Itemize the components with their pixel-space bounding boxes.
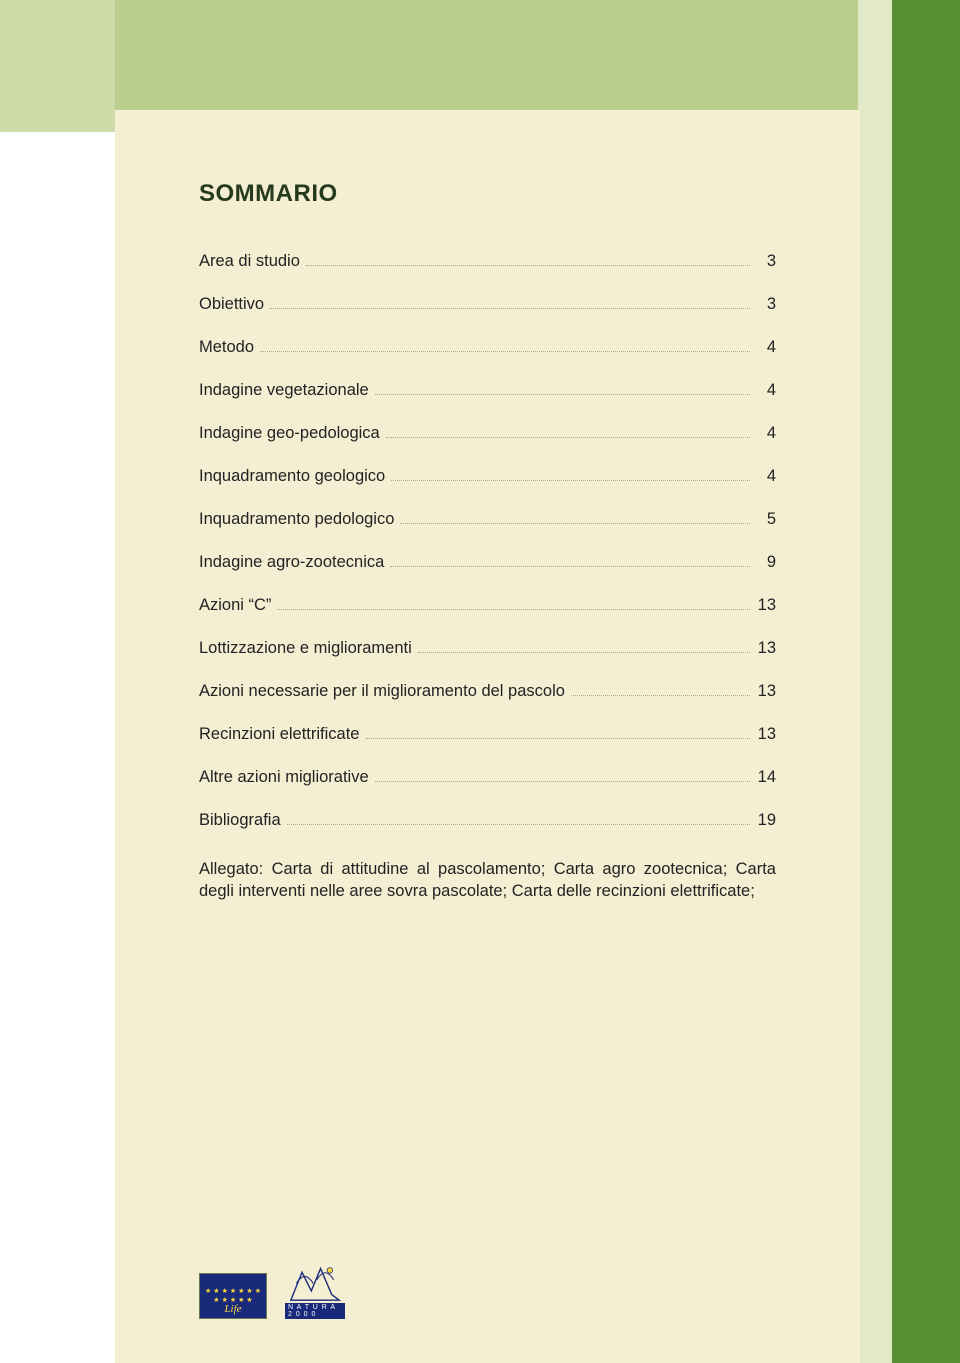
toc-label: Indagine vegetazionale — [199, 381, 369, 400]
toc-page: 4 — [754, 467, 776, 486]
footer-logos: ★ ★ ★ ★ ★ ★ ★ ★ ★ ★ ★ ★ Life N A T U R A… — [199, 1263, 345, 1319]
header-tab — [0, 0, 115, 132]
toc-leader — [260, 351, 750, 352]
toc-row: Recinzioni elettrificate 13 — [199, 725, 776, 744]
toc-row: Bibliografia 19 — [199, 811, 776, 830]
toc-leader — [270, 308, 750, 309]
toc-row: Metodo 4 — [199, 338, 776, 357]
toc-label: Recinzioni elettrificate — [199, 725, 360, 744]
toc-row: Altre azioni migliorative 14 — [199, 768, 776, 787]
toc-label: Inquadramento pedologico — [199, 510, 394, 529]
toc-leader — [418, 652, 750, 653]
toc-page: 4 — [754, 424, 776, 443]
toc-page: 13 — [754, 725, 776, 744]
toc-row: Indagine geo-pedologica 4 — [199, 424, 776, 443]
toc-leader — [375, 781, 750, 782]
toc-page: 9 — [754, 553, 776, 572]
life-logo-text: Life — [200, 1303, 266, 1315]
toc-row: Area di studio 3 — [199, 252, 776, 271]
toc-label: Area di studio — [199, 252, 300, 271]
toc-page: 19 — [754, 811, 776, 830]
toc-label: Altre azioni migliorative — [199, 768, 369, 787]
toc-row: Azioni “C” 13 — [199, 596, 776, 615]
life-logo: ★ ★ ★ ★ ★ ★ ★ ★ ★ ★ ★ ★ Life — [199, 1273, 267, 1319]
allegato-text: Allegato: Carta di attitudine al pascola… — [199, 858, 776, 903]
toc-leader — [306, 265, 750, 266]
natura2000-logo: N A T U R A 2 0 0 0 — [285, 1263, 345, 1319]
natura2000-icon — [287, 1263, 343, 1302]
toc-page: 13 — [754, 682, 776, 701]
toc-leader — [277, 609, 750, 610]
toc-leader — [366, 738, 751, 739]
toc-row: Indagine agro-zootecnica 9 — [199, 553, 776, 572]
toc-label: Obiettivo — [199, 295, 264, 314]
toc-page: 3 — [754, 295, 776, 314]
star-icon: ★ — [238, 1288, 244, 1295]
toc-leader — [375, 394, 750, 395]
star-icon: ★ — [222, 1288, 228, 1295]
toc-label: Bibliografia — [199, 811, 281, 830]
toc-page: 14 — [754, 768, 776, 787]
toc-leader — [390, 566, 750, 567]
toc-page: 4 — [754, 381, 776, 400]
page-content: SOMMARIO Area di studio 3 Obiettivo 3 Me… — [115, 110, 860, 1363]
star-icon: ★ — [246, 1288, 252, 1295]
toc-row: Azioni necessarie per il miglioramento d… — [199, 682, 776, 701]
toc-page: 5 — [754, 510, 776, 529]
toc-row: Lottizzazione e miglioramenti 13 — [199, 639, 776, 658]
toc-label: Azioni necessarie per il miglioramento d… — [199, 682, 565, 701]
toc-label: Metodo — [199, 338, 254, 357]
toc-leader — [400, 523, 750, 524]
natura2000-text: N A T U R A 2 0 0 0 — [285, 1303, 345, 1319]
toc-page: 4 — [754, 338, 776, 357]
toc-page: 3 — [754, 252, 776, 271]
right-stripe-dark — [892, 0, 960, 1363]
toc-leader — [287, 824, 750, 825]
toc-page: 13 — [754, 596, 776, 615]
star-icon: ★ — [213, 1288, 219, 1295]
toc-row: Obiettivo 3 — [199, 295, 776, 314]
right-stripe-light — [858, 0, 892, 1363]
toc-label: Azioni “C” — [199, 596, 271, 615]
star-icon: ★ — [255, 1288, 261, 1295]
toc-leader — [391, 480, 750, 481]
toc-row: Indagine vegetazionale 4 — [199, 381, 776, 400]
toc-page: 13 — [754, 639, 776, 658]
toc-label: Lottizzazione e miglioramenti — [199, 639, 412, 658]
toc-list: Area di studio 3 Obiettivo 3 Metodo 4 In… — [199, 252, 776, 830]
header-bar — [0, 0, 960, 110]
toc-label: Inquadramento geologico — [199, 467, 385, 486]
toc-label: Indagine agro-zootecnica — [199, 553, 384, 572]
toc-label: Indagine geo-pedologica — [199, 424, 380, 443]
toc-row: Inquadramento pedologico 5 — [199, 510, 776, 529]
toc-row: Inquadramento geologico 4 — [199, 467, 776, 486]
toc-leader — [386, 437, 750, 438]
star-icon: ★ — [205, 1288, 211, 1295]
toc-leader — [571, 695, 750, 696]
star-icon: ★ — [230, 1288, 236, 1295]
page-title: SOMMARIO — [199, 180, 776, 208]
